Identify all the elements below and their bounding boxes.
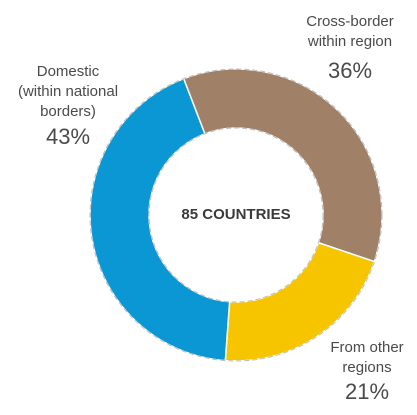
center-label: 85 COUNTRIES	[181, 206, 290, 223]
category-label: borders)	[40, 103, 96, 120]
value-label: 43%	[46, 124, 90, 149]
category-label: regions	[342, 359, 391, 376]
donut-slice	[182, 68, 383, 263]
inner-dash	[148, 127, 324, 303]
category-label: From other	[330, 339, 403, 356]
category-label: Cross-border	[306, 13, 394, 30]
category-label: (within national	[18, 83, 118, 100]
outer-dash	[89, 68, 383, 362]
value-label: 36%	[328, 58, 372, 83]
category-label: within region	[307, 33, 392, 50]
value-label: 21%	[345, 379, 389, 404]
category-label: Domestic	[37, 63, 100, 80]
